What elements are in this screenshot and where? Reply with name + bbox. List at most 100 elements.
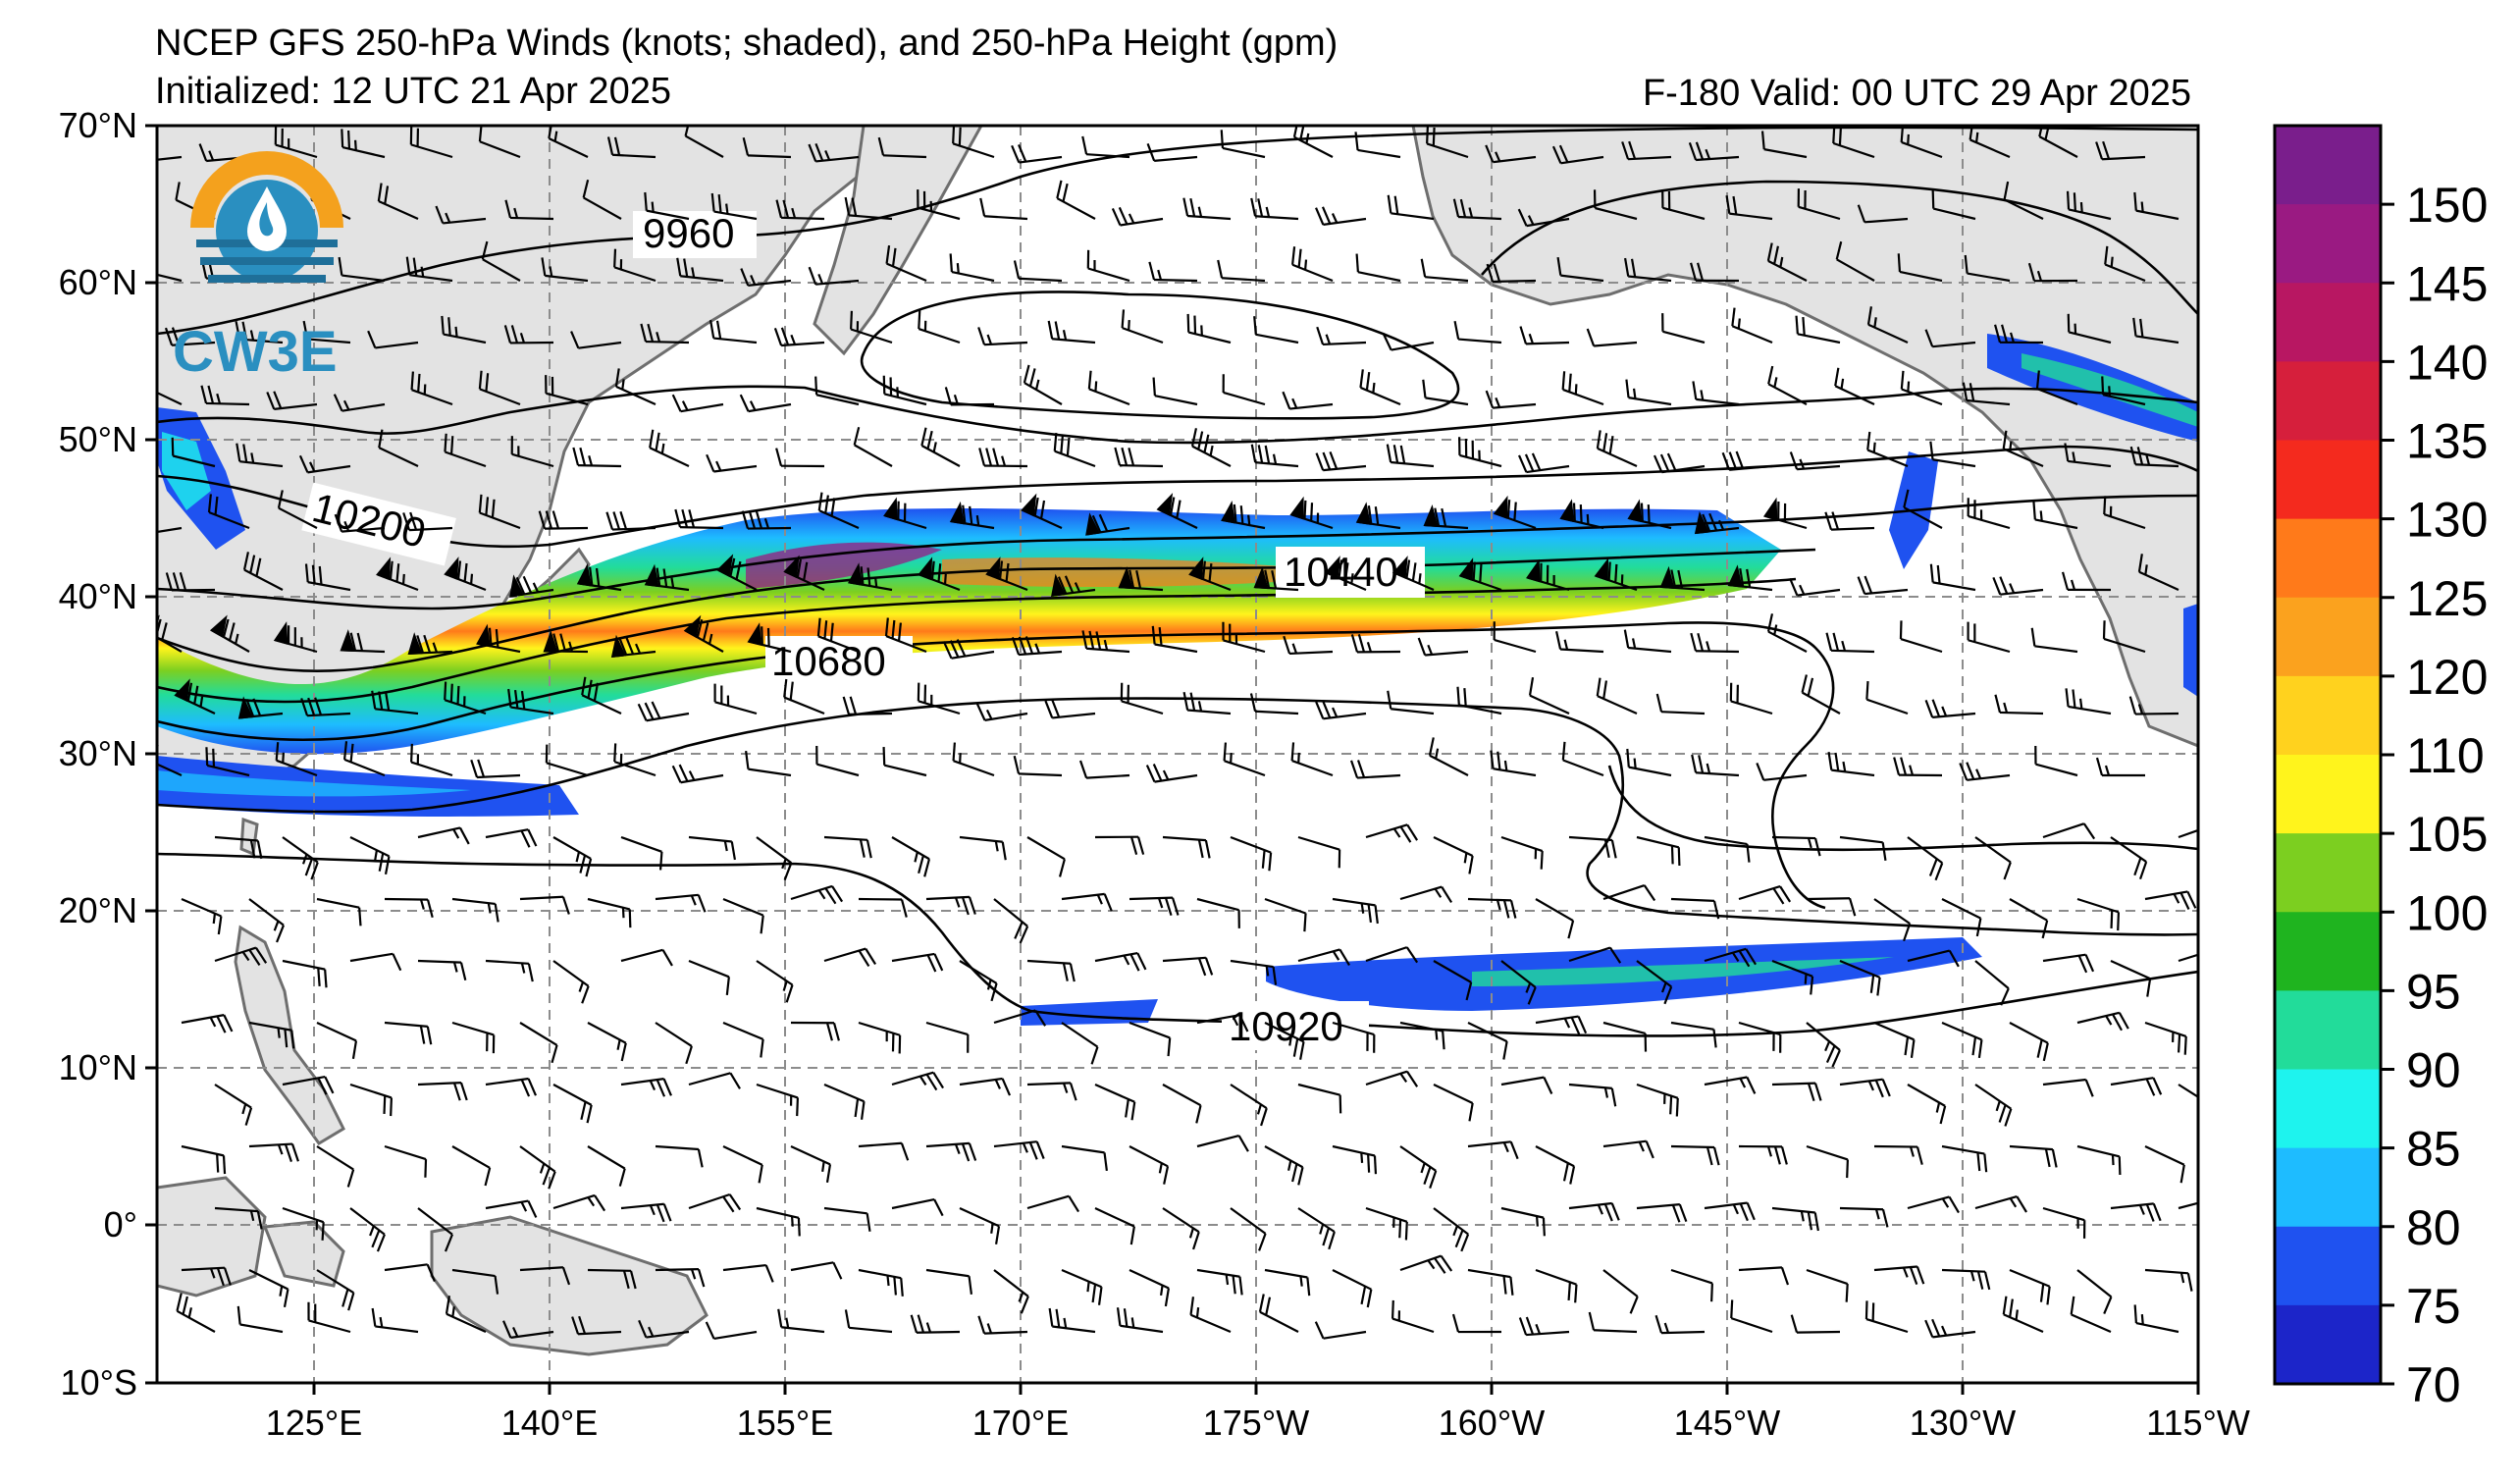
wind-barb xyxy=(200,385,250,406)
wind-barb xyxy=(2129,446,2179,468)
wind-barb xyxy=(1526,558,1570,592)
lat-lon-grid xyxy=(157,126,2198,1383)
wind-barb xyxy=(925,1141,977,1162)
wind-barb xyxy=(2027,262,2078,283)
wind-barb xyxy=(1924,699,1976,718)
wind-barb xyxy=(242,552,284,591)
wind-barb xyxy=(1721,450,1773,471)
wind-barb xyxy=(1771,1206,1819,1232)
wind-barb xyxy=(1061,1022,1099,1065)
wind-barb xyxy=(891,1197,944,1217)
wind-barb xyxy=(1152,377,1198,406)
wind-barb xyxy=(1433,836,1474,874)
wind-barb xyxy=(1873,898,1912,942)
wind-barb xyxy=(649,429,690,467)
wind-barb xyxy=(1467,897,1517,919)
wind-barb xyxy=(917,189,961,221)
wind-barb xyxy=(2034,745,2078,777)
wind-barb xyxy=(1222,621,1266,654)
wind-barb xyxy=(165,572,216,592)
wind-barb xyxy=(1129,1021,1172,1057)
east-edge-shading xyxy=(2183,604,2198,697)
lat-label-40n: 40°N xyxy=(59,576,137,616)
wind-barb xyxy=(587,897,632,928)
wind-barb xyxy=(1771,1082,1822,1101)
wind-barb xyxy=(1528,676,1570,715)
contour-10440 xyxy=(157,548,1816,673)
wind-barb xyxy=(1636,1083,1679,1117)
lon-label-175w: 175°W xyxy=(1203,1403,1309,1443)
wind-barb xyxy=(157,385,183,405)
wind-barb xyxy=(507,688,554,715)
wind-barb xyxy=(316,1022,358,1060)
wind-barb xyxy=(1493,495,1537,530)
wind-barb xyxy=(1332,1144,1378,1175)
wind-barb xyxy=(1602,1139,1654,1159)
wind-barb xyxy=(1433,1084,1474,1122)
lat-label-10s: 10°S xyxy=(61,1362,137,1403)
wind-barb xyxy=(316,1145,355,1188)
wind-barb xyxy=(316,1269,355,1311)
wind-barb xyxy=(817,492,860,530)
wind-barb xyxy=(739,394,792,413)
wind-barb xyxy=(918,556,961,592)
wind-barb xyxy=(1188,556,1232,592)
wind-barb xyxy=(1291,246,1334,283)
wind-barb xyxy=(644,563,690,592)
wind-barb xyxy=(815,746,860,777)
wind-barb xyxy=(1727,564,1773,592)
wind-barb xyxy=(1738,1266,1790,1286)
wind-barb xyxy=(993,1009,1047,1027)
wind-barb xyxy=(1535,1268,1578,1303)
wind-barb xyxy=(1026,836,1066,877)
wind-barb xyxy=(2076,1011,2129,1032)
wind-barb xyxy=(1688,141,1740,162)
wind-barb xyxy=(1111,206,1164,227)
wind-barb xyxy=(949,501,995,530)
wind-barb xyxy=(2076,1144,2122,1176)
wind-barb xyxy=(891,836,931,877)
wind-barb xyxy=(2064,443,2112,468)
wind-barb xyxy=(1094,951,1147,972)
wind-barb xyxy=(384,1144,428,1178)
wind-barb xyxy=(1654,1314,1706,1335)
wind-barb xyxy=(1094,1207,1135,1245)
wind-barb xyxy=(1588,1311,1638,1334)
wind-barb xyxy=(1661,313,1706,344)
wind-barb xyxy=(613,248,656,283)
wind-barb xyxy=(2144,890,2197,910)
wind-barb xyxy=(377,183,419,221)
lon-label-160w: 160°W xyxy=(1439,1403,1545,1443)
wind-barb xyxy=(1690,262,1740,283)
wind-barb xyxy=(1485,144,1537,164)
wind-barb xyxy=(2002,1296,2044,1334)
wind-barb xyxy=(959,835,1007,861)
wind-barb xyxy=(722,897,764,934)
lon-label-170e: 170°E xyxy=(972,1403,1069,1443)
wind-barb xyxy=(1316,326,1367,346)
wind-barb xyxy=(266,391,318,410)
wind-barb xyxy=(444,556,487,592)
initialized-time: Initialized: 12 UTC 21 Apr 2025 xyxy=(155,71,671,112)
wind-barb xyxy=(1586,328,1638,347)
wind-barb xyxy=(688,1072,741,1089)
wind-barb xyxy=(1013,755,1063,777)
wind-barb xyxy=(1873,1265,1925,1285)
wind-barb xyxy=(773,327,825,347)
wind-barb xyxy=(944,387,995,406)
wind-barb xyxy=(674,508,724,530)
colorbar-label: 85 xyxy=(2406,1122,2461,1177)
wind-barb xyxy=(349,836,391,874)
wind-barb xyxy=(847,562,893,592)
wind-barb xyxy=(1282,391,1334,410)
kamchatka-peninsula xyxy=(813,126,983,356)
wind-barb xyxy=(2178,946,2198,963)
wind-barb xyxy=(552,960,590,1004)
wind-barb xyxy=(2032,501,2078,530)
wind-barb xyxy=(545,744,589,777)
colorbar-label: 130 xyxy=(2406,493,2488,548)
wind-barb xyxy=(959,1077,1012,1096)
wind-barb xyxy=(248,898,286,943)
wind-barb xyxy=(282,959,328,988)
wind-barb xyxy=(1636,1203,1688,1223)
